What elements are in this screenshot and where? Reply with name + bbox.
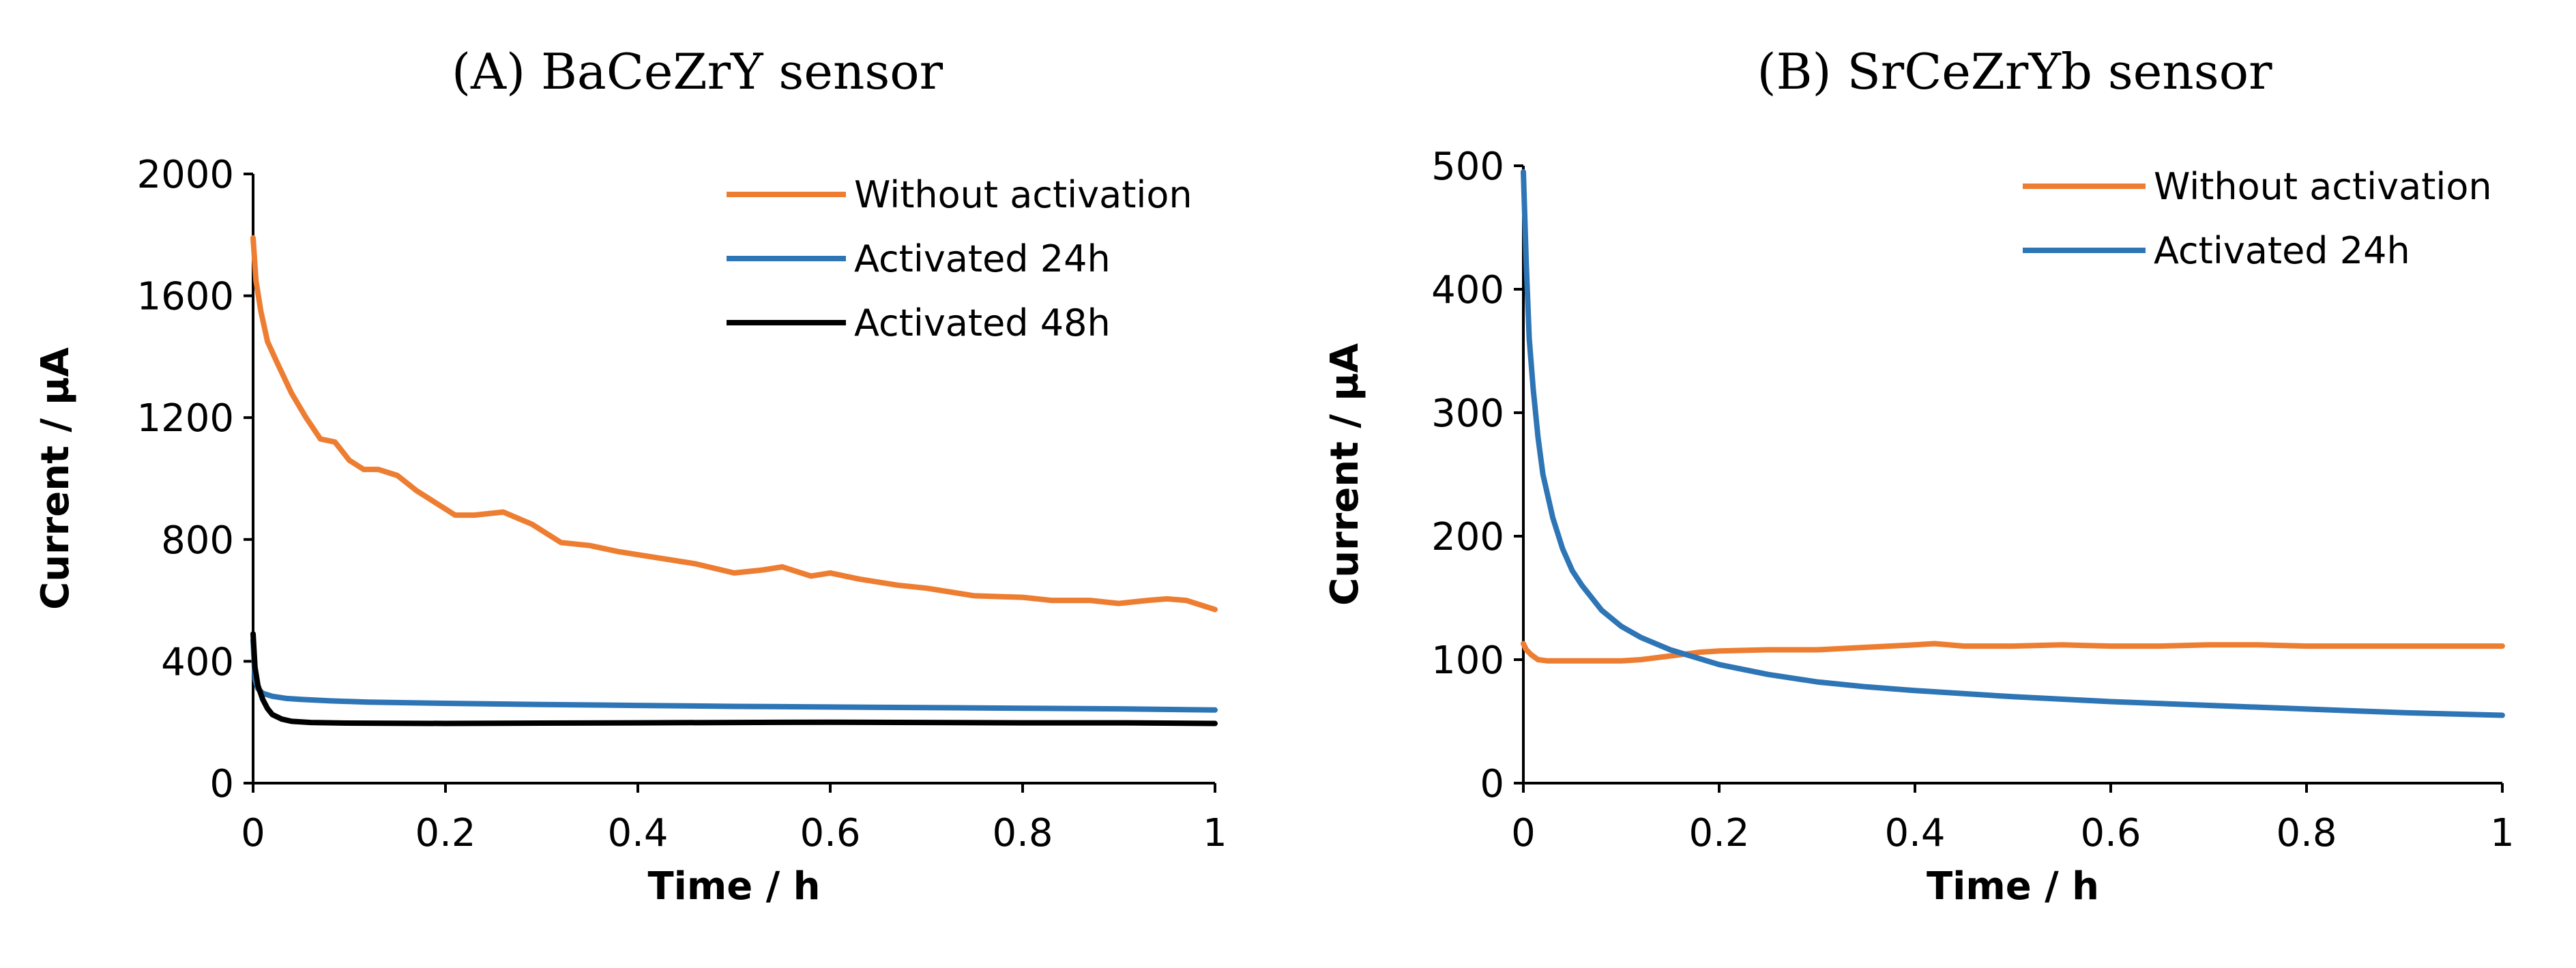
y-axis-title: Current / µA [33,347,78,609]
y-tick-label: 500 [1431,145,1504,189]
x-tick-label: 0.8 [2276,811,2337,855]
x-tick-label: 0.6 [2080,811,2141,855]
y-tick-label: 1600 [136,275,234,319]
series-line-without-activation [250,235,1218,613]
x-tick-label: 1 [1203,811,1227,855]
legend-label: Without activation [2154,165,2492,208]
x-tick-label: 0.4 [607,811,668,855]
x-tick-label: 0.4 [1884,811,1945,855]
x-tick-label: 0.6 [800,811,860,855]
y-tick-label: 2000 [136,153,234,197]
x-tick-label: 0.2 [415,811,475,855]
x-tick-label: 1 [2490,811,2515,855]
y-axis-title: Current / µA [1323,342,1367,605]
chart-title: (A) BaCeZrY sensor [452,43,943,100]
series-line-without-activation [1521,641,2505,664]
legend-label: Without activation [854,173,1192,216]
legend-label: Activated 48h [854,302,1111,344]
x-axis-title: Time / h [647,864,820,909]
y-tick-label: 400 [161,640,234,684]
series-line-activated-24h [250,637,1218,713]
x-tick-label: 0.8 [992,811,1053,855]
panel-b: (B) SrCeZrYb sensor 0 100 200 300 400 500 0 0.2 0… [1323,43,2515,909]
legend-label: Activated 24h [2154,229,2410,272]
series-line-activated-24h [1521,169,2505,718]
x-tick-label: 0 [241,811,265,855]
x-axis-title: Time / h [1927,864,2099,909]
panel-a: (A) BaCeZrY sensor 0 400 800 1200 1600 2000 0 0.… [33,43,1227,909]
chart-title: (B) SrCeZrYb sensor [1757,43,2272,100]
x-tick-label: 0.2 [1688,811,1749,855]
y-tick-label: 0 [1480,762,1504,806]
y-tick-label: 100 [1431,639,1504,683]
y-tick-label: 300 [1431,392,1504,436]
y-tick-label: 0 [209,762,234,806]
series-line-activated-48h [250,631,1218,727]
x-tick-label: 0 [1511,811,1536,855]
y-tick-label: 800 [161,518,234,563]
legend-label: Activated 24h [854,237,1111,280]
y-tick-label: 1200 [136,396,234,441]
y-tick-label: 400 [1431,268,1504,312]
y-tick-label: 200 [1431,515,1504,559]
